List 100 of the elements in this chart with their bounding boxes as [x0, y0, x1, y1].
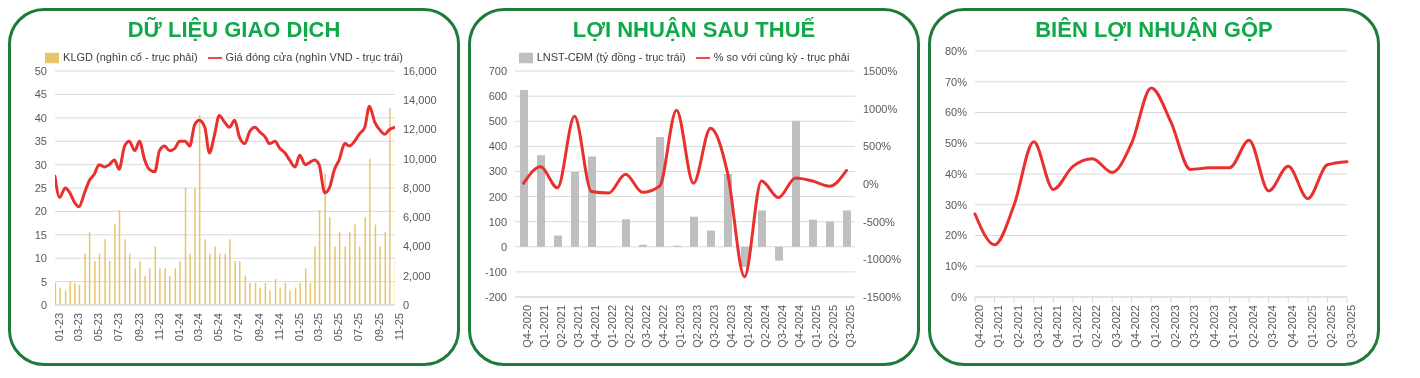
x-tick-label: Q2-2022	[1090, 305, 1103, 348]
x-tick-label: Q1-2023	[674, 305, 687, 348]
x-tick-label: Q4-2023	[1207, 305, 1220, 348]
x-tick-label: Q1-2024	[1227, 305, 1240, 348]
bar	[639, 244, 647, 247]
x-tick-label: Q2-2023	[691, 305, 704, 348]
bar	[622, 219, 630, 247]
y-tick-label: 0	[500, 240, 507, 253]
y2-tick-label: 2,000	[403, 269, 431, 282]
y-tick-label: 30	[34, 158, 47, 171]
x-tick-label: Q4-2022	[1129, 305, 1142, 348]
bar	[826, 221, 834, 247]
x-tick-label: Q3-2023	[708, 305, 721, 348]
y-tick-label: 70%	[944, 75, 968, 88]
y2-tick-label: 0%	[863, 177, 880, 190]
x-tick-label: Q1-2024	[742, 305, 755, 348]
bar	[758, 210, 766, 247]
chart-title: LỢI NHUẬN SAU THUẾ	[571, 17, 817, 44]
x-tick-label: Q4-2020	[521, 305, 534, 348]
x-tick-label: Q2-2025	[827, 305, 840, 348]
y2-tick-label: -1500%	[863, 290, 902, 303]
x-tick-label: Q1-2025	[810, 305, 823, 348]
y-tick-label: 35	[34, 135, 47, 148]
y2-tick-label: -1000%	[863, 253, 902, 266]
x-tick-label: Q1-2021	[992, 305, 1005, 348]
y-tick-label: 500	[488, 115, 507, 128]
y2-tick-label: 500%	[863, 140, 892, 153]
x-tick-label: Q3-2021	[572, 305, 585, 348]
x-tick-label: Q4-2021	[1051, 305, 1064, 348]
x-tick-label: Q4-2024	[1286, 305, 1299, 348]
line-series	[55, 104, 395, 209]
y-tick-label: 15	[34, 228, 47, 241]
y2-tick-label: -500%	[863, 215, 896, 228]
y-tick-label: 40%	[944, 167, 968, 180]
y-tick-label: 200	[488, 190, 507, 203]
x-tick-label: Q4-2024	[793, 305, 806, 348]
y2-tick-label: 1000%	[863, 102, 898, 115]
y-tick-label: 5	[40, 275, 47, 288]
bar	[520, 89, 528, 247]
chart-title: DỮ LIỆU GIAO DỊCH	[126, 17, 342, 44]
legend-label: KLGD (nghìn cổ - trục phải)	[63, 51, 198, 63]
x-tick-label: 03-24	[192, 313, 205, 342]
y-tick-label: 300	[488, 165, 507, 178]
y-tick-label: 600	[488, 90, 507, 103]
x-tick-label: Q2-2023	[1168, 305, 1181, 348]
x-tick-label: 05-23	[92, 313, 105, 342]
x-tick-label: 09-23	[132, 313, 145, 342]
x-tick-label: 09-24	[252, 313, 265, 342]
x-tick-label: 01-24	[172, 313, 185, 342]
y2-tick-label: 14,000	[403, 94, 437, 107]
x-tick-label: Q3-2024	[776, 305, 789, 348]
x-tick-label: Q3-2022	[1109, 305, 1122, 348]
legend-label: % so với cùng kỳ - trục phải	[713, 51, 850, 63]
y-tick-label: 25	[34, 181, 47, 194]
x-tick-label: 07-25	[352, 313, 365, 342]
x-tick-label: Q4-2021	[589, 305, 602, 348]
y-tick-label: 40	[34, 111, 47, 124]
x-tick-label: Q1-2022	[606, 305, 619, 348]
y-tick-label: 50	[34, 65, 47, 77]
bar	[571, 172, 579, 247]
y2-tick-label: 10,000	[403, 152, 437, 165]
x-tick-label: Q2-2021	[1011, 305, 1024, 348]
x-tick-label: Q4-2020	[972, 305, 985, 348]
y2-tick-label: 16,000	[403, 65, 437, 77]
bar	[537, 155, 545, 247]
legend-label: LNST-CĐM (tỷ đồng - trục trái)	[536, 51, 686, 63]
bar	[656, 137, 664, 247]
bar	[690, 216, 698, 247]
y2-tick-label: 0	[403, 298, 410, 311]
x-tick-label: Q3-2025	[1344, 305, 1357, 348]
x-tick-label: 07-24	[232, 313, 245, 342]
x-tick-label: 01-25	[292, 313, 305, 342]
y-tick-label: 45	[34, 88, 47, 101]
y-tick-label: 60%	[944, 106, 968, 119]
x-tick-label: 03-25	[312, 313, 325, 342]
x-tick-label: 05-25	[332, 313, 345, 342]
bar	[588, 156, 596, 247]
x-tick-label: 11-24	[272, 313, 285, 341]
x-tick-label: 01-23	[52, 313, 65, 342]
x-tick-label: 05-24	[212, 313, 225, 342]
line-series	[973, 86, 1349, 247]
y-tick-label: 50%	[944, 137, 968, 150]
y-tick-label: 100	[488, 215, 507, 228]
x-tick-label: Q2-2021	[555, 305, 568, 348]
x-tick-label: Q4-2023	[725, 305, 738, 348]
x-tick-label: Q2-2024	[1246, 305, 1259, 348]
y2-tick-label: 12,000	[403, 123, 437, 136]
bar	[775, 246, 783, 261]
y-tick-label: 0%	[951, 290, 968, 303]
y-tick-label: 10	[34, 252, 47, 265]
legend-label: Giá đóng cửa (nghìn VND - trục trái)	[225, 51, 403, 63]
bar	[707, 230, 715, 247]
x-tick-label: 03-23	[72, 313, 85, 342]
x-tick-label: Q3-2024	[1266, 305, 1279, 348]
x-tick-label: 09-25	[372, 313, 385, 342]
x-tick-label: Q2-2025	[1325, 305, 1338, 348]
y-tick-label: 400	[488, 140, 507, 153]
bar	[792, 120, 800, 247]
x-tick-label: Q2-2022	[623, 305, 636, 348]
x-tick-label: 11-25	[392, 313, 405, 341]
